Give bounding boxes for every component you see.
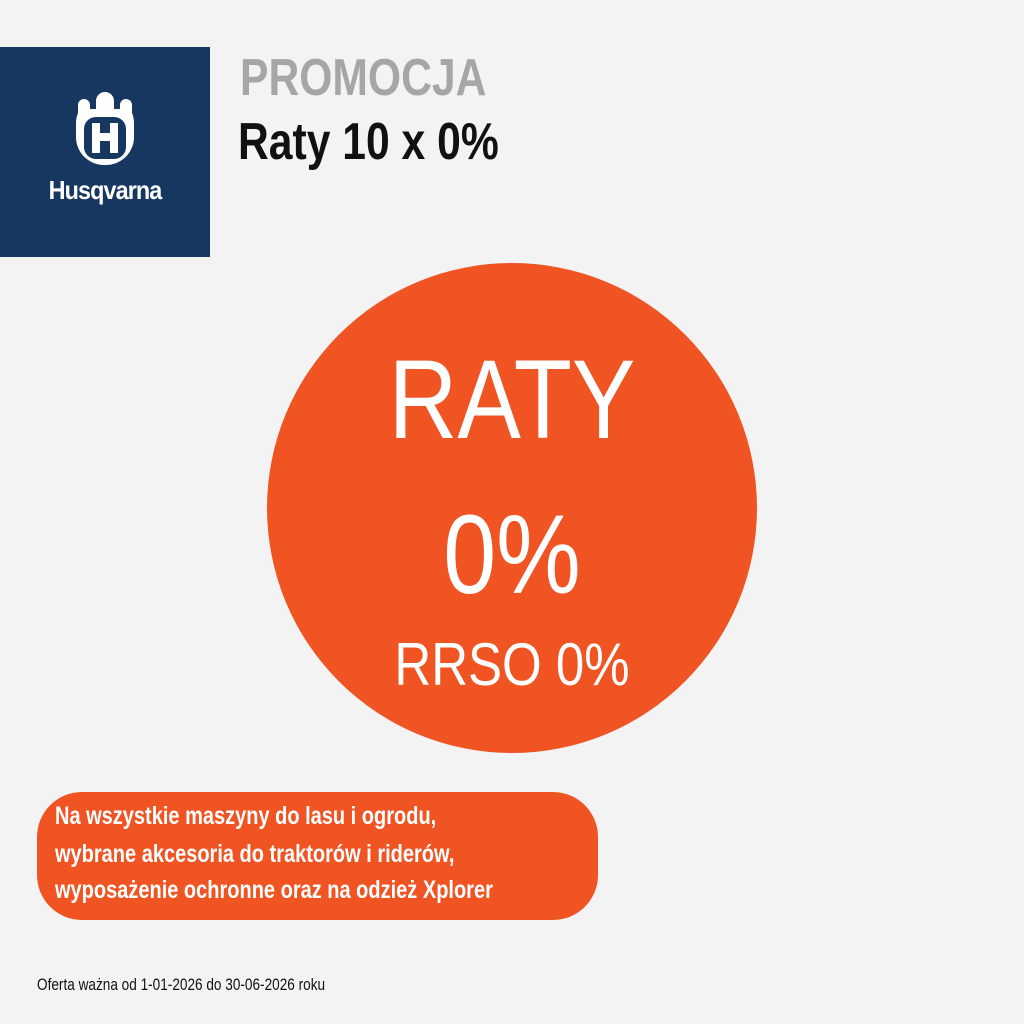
promo-title: Raty 10 x 0%	[238, 113, 499, 171]
badge-rrso: RRSO 0%	[394, 631, 630, 698]
promo-eyebrow: PROMOCJA	[240, 49, 487, 107]
description-line: Na wszystkie maszyny do lasu i ogrodu,	[55, 802, 437, 830]
badge-zero-percent: 0%	[443, 492, 581, 617]
promo-badge-circle	[267, 263, 757, 753]
description-line: wybrane akcesoria do traktorów i riderów…	[55, 840, 455, 868]
husqvarna-logo: Husqvarna	[0, 47, 210, 257]
crown-h-icon	[76, 92, 134, 165]
description-line: wyposażenie ochronne oraz na odzież Xplo…	[55, 876, 493, 904]
description-box	[37, 792, 598, 920]
offer-validity: Oferta ważna od 1-01-2026 do 30-06-2026 …	[37, 975, 326, 994]
brand-name: Husqvarna	[48, 175, 163, 205]
badge-raty: RATY	[388, 337, 636, 462]
